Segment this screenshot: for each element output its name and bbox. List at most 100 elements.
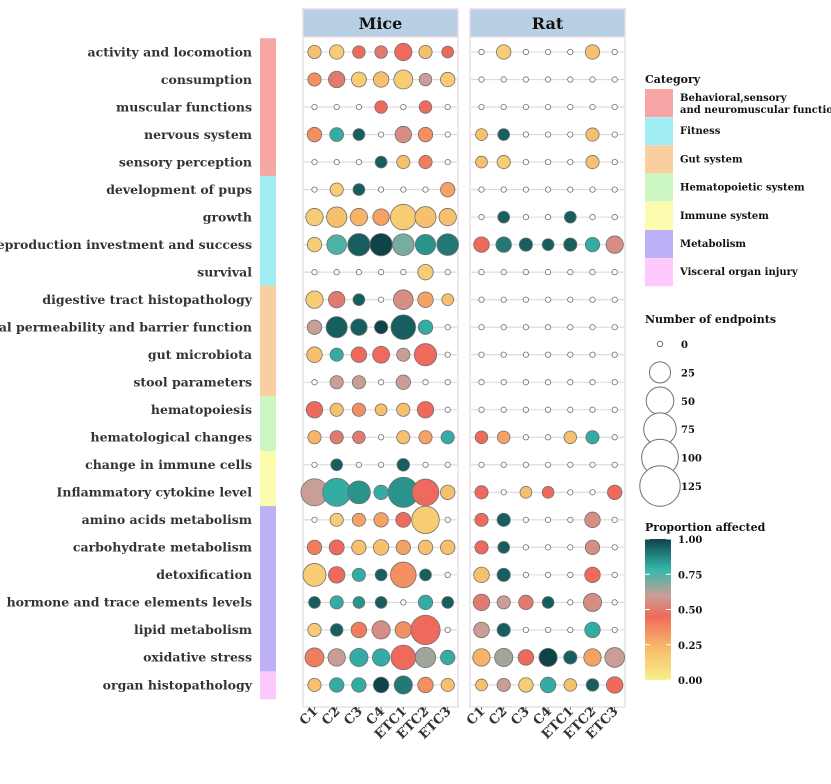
bubble — [396, 402, 411, 417]
bubble — [311, 379, 318, 386]
bubble — [563, 650, 578, 665]
bubble — [438, 208, 457, 227]
bubble — [544, 406, 552, 413]
bubble — [611, 571, 618, 578]
bubble — [444, 103, 451, 111]
x-tick-label: C3 — [508, 704, 532, 728]
bubble — [611, 131, 618, 138]
bubble — [390, 314, 417, 340]
bubble — [411, 478, 440, 507]
bubble — [474, 485, 489, 500]
color-legend-title: Proportion affected — [645, 521, 766, 534]
bubble — [567, 186, 574, 193]
bubble — [589, 269, 596, 276]
color-legend-label: 0.50 — [678, 606, 702, 617]
bubble — [478, 379, 485, 386]
row-label: stool parameters — [133, 375, 252, 390]
bubble — [440, 677, 455, 692]
bubble — [611, 599, 618, 606]
bubble — [500, 406, 507, 413]
bubble — [567, 76, 574, 83]
bubble — [419, 568, 432, 582]
bubble — [441, 45, 455, 59]
category-legend-swatch — [645, 258, 673, 287]
bubble — [522, 324, 530, 331]
bubble — [311, 269, 318, 276]
bubble — [500, 351, 507, 358]
bubble — [478, 214, 485, 221]
bubble — [372, 676, 390, 694]
category-strip-cell — [260, 588, 276, 617]
bubble — [416, 401, 435, 419]
row-labels: activity and locomotion consumption muscul… — [0, 44, 253, 692]
size-legend-circle — [656, 340, 664, 348]
bubble — [417, 594, 434, 611]
bubble — [567, 379, 574, 386]
bubble — [544, 324, 552, 331]
bubble — [377, 269, 385, 276]
bubble — [519, 486, 533, 499]
bubble — [390, 561, 417, 589]
color-legend-label: 0.25 — [678, 641, 702, 652]
bubble — [544, 103, 552, 111]
bubble — [377, 461, 385, 468]
bubble — [522, 406, 530, 413]
bubble — [306, 126, 323, 143]
bubble — [584, 566, 601, 584]
category-strip-cell — [260, 285, 276, 315]
bubble — [539, 676, 557, 694]
bubble — [414, 646, 437, 669]
bubble — [522, 544, 530, 551]
bubble — [497, 128, 511, 141]
bubble — [496, 567, 511, 582]
category-legend-label-line: Immune system — [680, 211, 769, 222]
bubble — [395, 374, 411, 390]
bubble — [589, 296, 596, 303]
category-strip-cell — [260, 506, 276, 535]
bubble — [329, 512, 344, 527]
bubble — [611, 544, 618, 551]
row-label: development of pups — [106, 182, 252, 197]
bubble — [350, 346, 368, 363]
bubble — [325, 316, 348, 339]
category-legend-label: Gut system — [680, 154, 743, 165]
bubble — [440, 71, 456, 88]
bubble — [307, 72, 322, 87]
category-strip-cell — [260, 478, 276, 507]
category-legend-label: Fitness — [680, 126, 721, 137]
bubble — [330, 623, 344, 637]
bubble — [472, 593, 491, 612]
bubble — [584, 621, 601, 639]
bubble — [305, 290, 324, 309]
bubble — [349, 208, 368, 227]
bubble — [567, 461, 574, 468]
bubble — [500, 379, 507, 386]
bubble — [333, 103, 340, 111]
bubble — [311, 158, 318, 166]
bubble — [350, 621, 368, 639]
bubble — [475, 155, 488, 169]
size-legend-circle — [639, 465, 681, 507]
size-legend-label: 100 — [681, 454, 702, 465]
bubble — [522, 158, 530, 166]
bubble — [522, 296, 530, 303]
category-legend-swatch — [645, 173, 673, 202]
bubble — [395, 511, 412, 528]
category-strip-cell — [260, 203, 276, 232]
bubble — [500, 76, 507, 83]
bubble — [522, 351, 530, 358]
bubble — [500, 269, 507, 276]
bubble — [440, 484, 456, 500]
category-legend-label-line: Metabolism — [680, 239, 746, 250]
bubble — [473, 621, 490, 639]
bubble — [473, 566, 490, 584]
bubble — [522, 379, 530, 386]
row-label: change in immune cells — [85, 457, 252, 472]
bubble — [372, 208, 390, 226]
bubble — [326, 206, 348, 228]
bubble — [474, 430, 489, 444]
bubble — [544, 131, 552, 138]
bubble — [538, 647, 558, 667]
bubble — [497, 430, 511, 444]
panel-frame — [469, 36, 626, 708]
